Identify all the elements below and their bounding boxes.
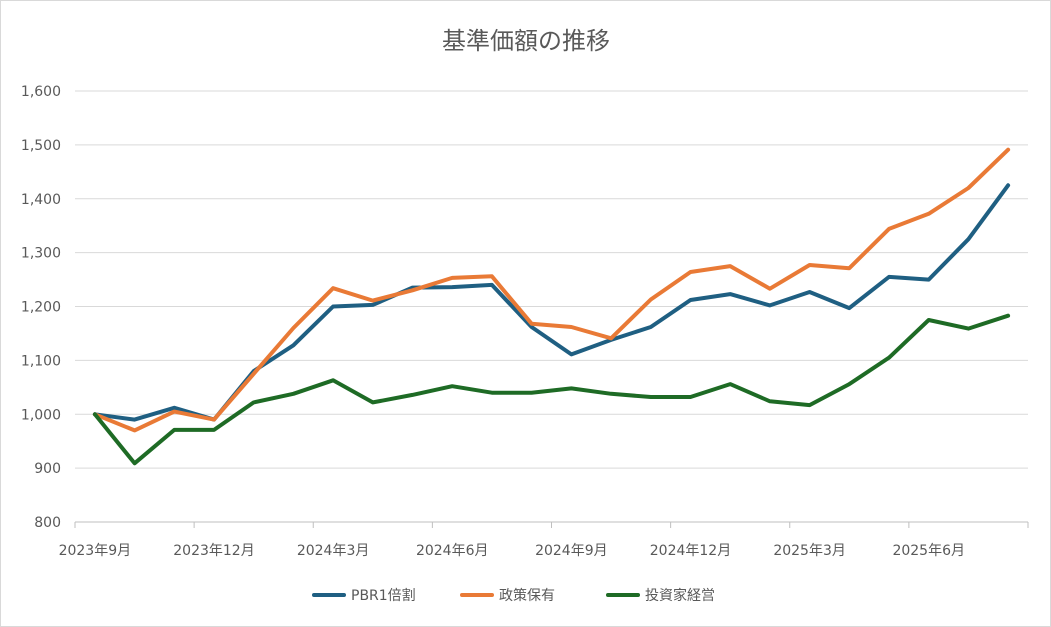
series-line-0 [92,183,1011,422]
y-tick-label: 1,500 [21,138,61,154]
y-tick-label: 1,300 [21,246,61,262]
x-tick-label: 2025年6月 [892,543,965,559]
legend-label: 投資家経営 [645,587,715,604]
x-tick-label: 2023年9月 [59,543,132,559]
y-tick-label: 800 [34,515,61,531]
x-axis: 2023年9月 2023年12月 2024年3月 2024年6月 2024年9月 2024… [59,521,1029,559]
series-line-2 [92,313,1011,466]
x-tick-label: 2023年12月 [173,543,254,559]
y-tick-label: 900 [34,461,61,477]
legend-label: PBR1倍割 [351,587,416,604]
y-tick-label: 1,200 [21,300,61,316]
legend-item: 投資家経営 [606,587,715,604]
legend-label: 政策保有 [499,587,555,604]
x-tick-label: 2024年9月 [535,543,608,559]
series-line-1 [92,147,1011,433]
y-tick-label: 1,000 [21,407,61,423]
x-tick-label: 2024年6月 [416,543,489,559]
y-axis: 800 900 1,000 1,100 1,200 1,300 1,400 1,500 1,60… [21,84,61,531]
y-tick-label: 1,600 [21,84,61,100]
legend: PBR1倍割 政策保有 投資家経営 [312,587,715,604]
legend-item: 政策保有 [460,587,555,604]
y-tick-label: 1,400 [21,192,61,208]
x-tick-label: 2024年12月 [650,543,731,559]
chart-title: 基準価額の推移 [442,27,610,55]
legend-item: PBR1倍割 [312,587,416,604]
y-tick-label: 1,100 [21,353,61,369]
x-tick-label: 2024年3月 [297,543,370,559]
x-tick-label: 2025年3月 [773,543,846,559]
series-lines [92,147,1011,466]
